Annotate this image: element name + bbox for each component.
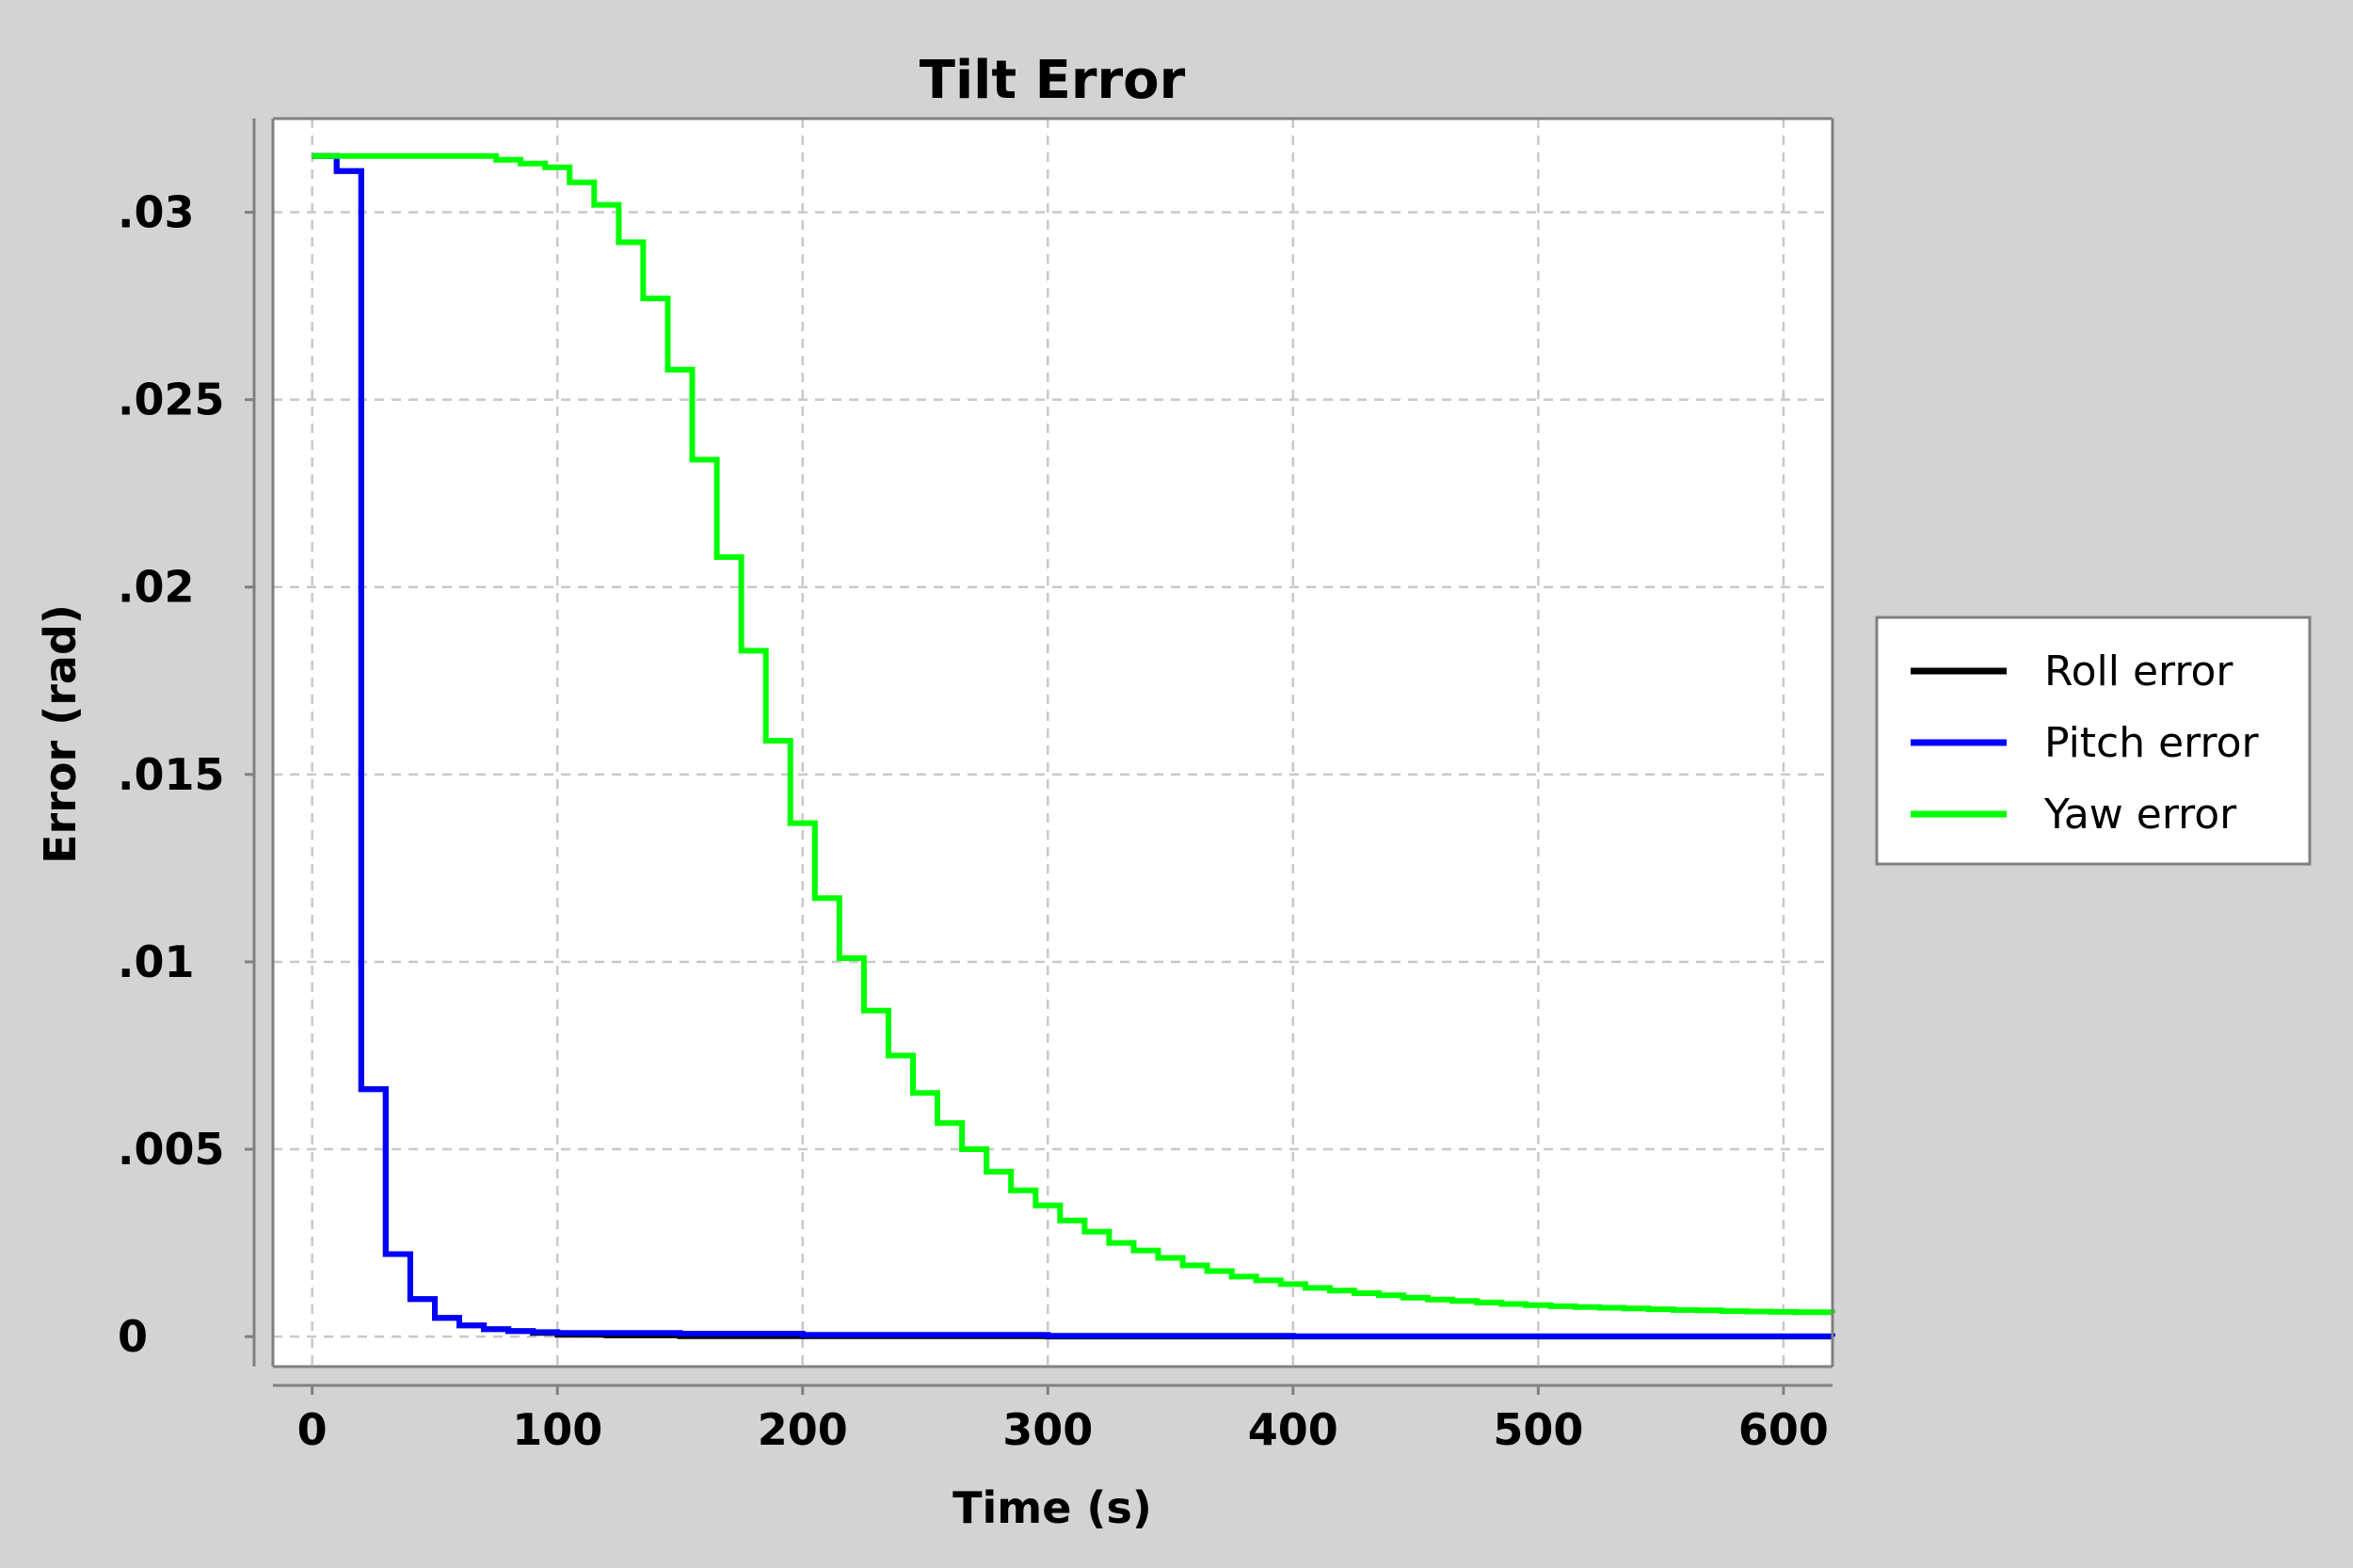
x-axis-label: Time (s) [952, 1482, 1152, 1533]
chart-title: Tilt Error [920, 50, 1186, 111]
y-tick-label: .015 [118, 749, 225, 800]
grid [273, 119, 1833, 1367]
legend-label-roll-error: Roll error [2044, 648, 2233, 696]
y-tick-label: 0 [118, 1311, 148, 1362]
legend-label-pitch-error: Pitch error [2044, 719, 2260, 767]
y-tick-label: .02 [118, 562, 195, 613]
axes [252, 117, 1834, 1387]
legend-label-yaw-error: Yaw error [2043, 791, 2237, 839]
yaw-error-line [312, 152, 1835, 1316]
x-tick-label: 600 [1738, 1404, 1829, 1455]
y-axis-label: Error (rad) [35, 604, 86, 864]
y-tick-label: .005 [118, 1124, 225, 1175]
x-tick-label: 400 [1248, 1404, 1338, 1455]
y-tick-label: .03 [118, 187, 195, 238]
x-tick-label: 0 [297, 1404, 328, 1455]
legend-entries: Roll error Pitch error Yaw error [1911, 648, 2260, 839]
x-tick-label: 300 [1002, 1404, 1093, 1455]
plot-area [273, 119, 1833, 1367]
tick-labels: 0 100 200 300 400 500 600 0 .005 .01 .015 .02 .025 .0… [118, 187, 1829, 1455]
series-lines [312, 152, 1835, 1340]
y-tick-label: .025 [118, 375, 225, 425]
legend: Roll error Pitch error Yaw error [1875, 616, 2312, 866]
y-tick-label: .01 [118, 936, 195, 987]
pitch-error-line [312, 152, 1835, 1339]
x-tick-label: 200 [758, 1404, 848, 1455]
x-tick-label: 500 [1493, 1404, 1583, 1455]
x-tick-label: 100 [512, 1404, 602, 1455]
